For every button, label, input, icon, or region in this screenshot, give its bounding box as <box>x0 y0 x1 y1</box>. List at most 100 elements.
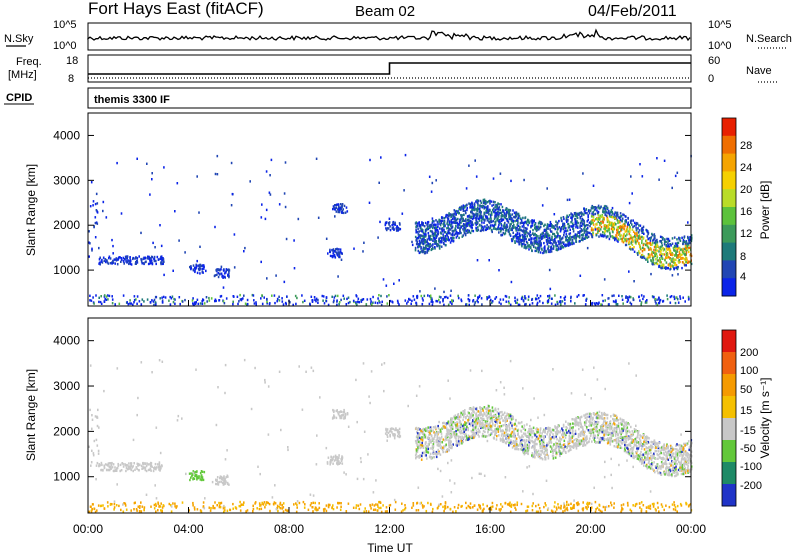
scatter-cell <box>261 203 263 206</box>
scatter-cell <box>446 435 449 439</box>
scatter-cell <box>574 213 577 217</box>
scatter-cell <box>127 465 130 468</box>
scatter-cell <box>654 237 656 240</box>
scatter-cell <box>465 219 467 223</box>
scatter-cell <box>243 250 245 253</box>
scatter-cell <box>195 266 198 269</box>
scatter-cell <box>387 222 390 225</box>
scatter-cell <box>507 300 510 303</box>
scatter-cell <box>646 229 648 232</box>
scatter-cell <box>332 207 334 211</box>
scatter-cell <box>631 223 633 226</box>
scatter-cell <box>599 206 601 210</box>
scatter-cell <box>509 303 512 306</box>
scatter-cell <box>659 261 662 264</box>
scatter-cell <box>672 264 674 268</box>
scatter-cell <box>605 225 608 228</box>
scatter-cell <box>135 262 137 265</box>
scatter-cell <box>518 242 521 245</box>
scatter-cell <box>492 224 495 228</box>
scatter-cell <box>421 302 424 306</box>
scatter-cell <box>492 207 495 210</box>
scatter-cell <box>148 255 150 259</box>
scatter-cell <box>536 238 538 241</box>
scatter-cell <box>427 231 430 235</box>
scatter-cell <box>646 453 649 457</box>
scatter-cell <box>542 251 544 255</box>
scatter-cell <box>438 240 440 243</box>
scatter-cell <box>681 257 683 260</box>
scatter-cell <box>625 228 628 231</box>
scatter-cell <box>418 233 420 237</box>
scatter-cell <box>497 202 499 205</box>
scatter-cell <box>415 242 418 246</box>
scatter-cell <box>665 504 667 507</box>
scatter-cell <box>690 234 693 237</box>
scatter-cell <box>588 501 591 505</box>
scatter-cell <box>490 229 493 232</box>
scatter-cell <box>92 200 95 203</box>
scatter-cell <box>527 232 529 235</box>
scatter-cell <box>359 503 362 506</box>
scatter-cell <box>116 466 119 470</box>
scatter-cell <box>435 242 437 245</box>
scatter-cell <box>136 295 139 298</box>
scatter-cell <box>514 299 516 303</box>
scatter-cell <box>465 501 467 505</box>
scatter-cell <box>541 204 544 207</box>
scatter-cell <box>679 297 682 300</box>
scatter-cell <box>122 462 124 466</box>
scatter-cell <box>598 217 600 220</box>
scatter-cell <box>160 261 162 264</box>
scatter-cell <box>564 235 567 239</box>
scatter-cell <box>243 294 245 297</box>
scatter-cell <box>615 211 618 214</box>
scatter-cell <box>419 236 422 240</box>
scatter-cell <box>537 244 539 247</box>
scatter-cell <box>152 469 155 473</box>
scatter-cell <box>634 232 637 236</box>
scatter-cell <box>502 231 505 235</box>
scatter-cell <box>566 503 568 506</box>
scatter-cell <box>508 425 510 428</box>
scatter-cell <box>494 223 497 226</box>
scatter-cell <box>428 247 430 251</box>
scatter-cell <box>426 226 429 230</box>
scatter-cell <box>90 464 92 467</box>
scatter-cell <box>585 420 587 423</box>
scatter-cell <box>601 219 604 223</box>
scatter-cell <box>567 226 570 229</box>
scatter-cell <box>259 504 261 507</box>
scatter-cell <box>656 465 659 469</box>
scatter-cell <box>478 216 481 219</box>
scatter-cell <box>276 297 279 301</box>
scatter-cell <box>622 302 624 305</box>
scatter-cell <box>670 295 673 298</box>
scatter-cell <box>333 299 335 302</box>
scatter-cell <box>506 503 509 506</box>
scatter-cell <box>505 214 507 218</box>
scatter-cell <box>551 224 553 227</box>
scatter-cell <box>232 502 234 506</box>
station-title: Fort Hays East (fitACF) <box>88 0 264 18</box>
scatter-cell <box>601 215 604 218</box>
scatter-cell <box>623 421 626 424</box>
scatter-cell <box>352 506 355 509</box>
scatter-cell <box>688 448 690 451</box>
scatter-cell <box>593 206 595 209</box>
scatter-cell <box>665 244 668 247</box>
scatter-cell <box>144 462 146 465</box>
scatter-cell <box>199 245 201 248</box>
scatter-cell <box>494 216 496 219</box>
scatter-cell <box>510 220 513 223</box>
scatter-cell <box>496 504 498 507</box>
scatter-cell <box>122 260 125 263</box>
scatter-cell <box>467 215 469 218</box>
scatter-cell <box>469 221 471 224</box>
scatter-cell <box>643 248 646 251</box>
scatter-cell <box>525 237 527 241</box>
scatter-cell <box>98 262 100 265</box>
scatter-cell <box>466 203 468 206</box>
scatter-cell <box>417 249 420 253</box>
scatter-cell <box>422 250 424 253</box>
